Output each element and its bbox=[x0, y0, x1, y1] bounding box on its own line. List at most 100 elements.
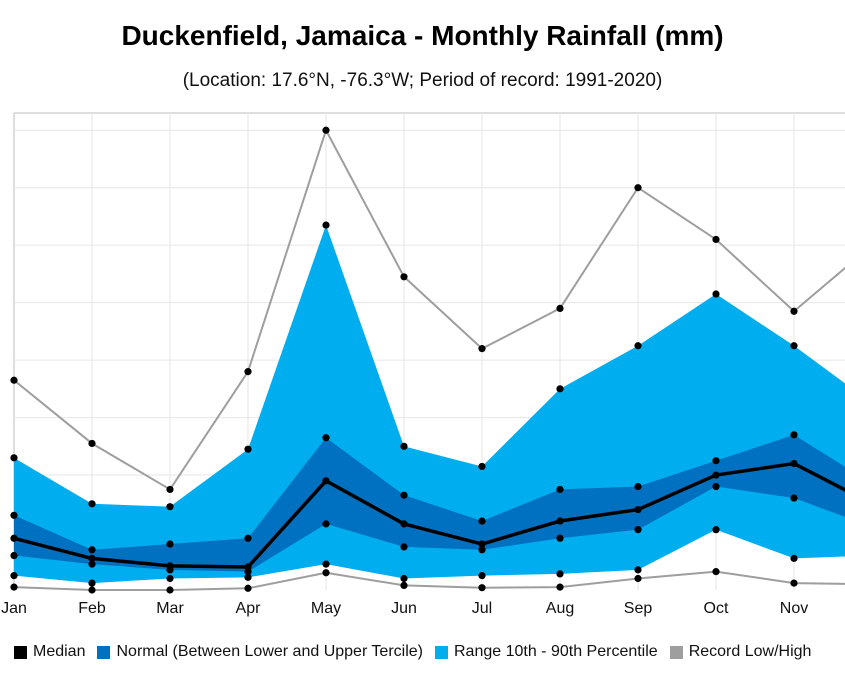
point-upper-tercile-nov bbox=[790, 431, 798, 439]
point-upper-tercile-feb bbox=[88, 546, 96, 554]
point-lower-tercile-jun bbox=[400, 543, 408, 551]
point-upper-tercile-aug bbox=[556, 485, 564, 494]
legend-label-range: Range 10th - 90th Percentile bbox=[454, 643, 658, 660]
legend-item-record: Record Low/High bbox=[669, 643, 812, 661]
point-upper-tercile-jul bbox=[478, 517, 486, 525]
x-tick-label-aug: Aug bbox=[546, 600, 574, 617]
point-upper-tercile-oct bbox=[712, 457, 720, 465]
line-median bbox=[13, 461, 845, 569]
point-p10-oct bbox=[712, 526, 720, 534]
legend-label-normal: Normal (Between Lower and Upper Tercile) bbox=[116, 643, 423, 660]
point-record-high-feb bbox=[88, 439, 96, 448]
legend-item-normal: Normal (Between Lower and Upper Tercile) bbox=[97, 643, 423, 661]
legend-swatch-record bbox=[669, 645, 683, 659]
point-median-jul bbox=[478, 540, 486, 548]
point-lower-tercile-feb bbox=[88, 560, 96, 568]
point-lower-tercile-sep bbox=[634, 526, 642, 534]
x-tick-label-jul: Jul bbox=[472, 600, 492, 617]
chart-title: Duckenfield, Jamaica - Monthly Rainfall … bbox=[121, 20, 724, 51]
point-record-high-jul bbox=[478, 345, 486, 353]
point-p10-may bbox=[322, 560, 330, 568]
point-record-low-sep bbox=[634, 574, 642, 583]
point-p10-sep bbox=[634, 566, 642, 574]
point-record-high-jan bbox=[10, 376, 18, 384]
point-lower-tercile-oct bbox=[712, 482, 720, 491]
point-median-jun bbox=[400, 520, 408, 528]
legend-swatch-range bbox=[435, 645, 448, 659]
point-p90-jul bbox=[478, 462, 486, 471]
point-upper-tercile-jun bbox=[400, 491, 408, 499]
point-median-jan bbox=[10, 534, 18, 542]
legend-swatch-median bbox=[14, 645, 27, 659]
point-record-high-may bbox=[322, 126, 330, 134]
point-upper-tercile-apr bbox=[244, 534, 252, 542]
point-p10-jul bbox=[478, 572, 486, 580]
point-record-high-mar bbox=[166, 485, 174, 494]
point-record-low-feb bbox=[88, 586, 96, 594]
x-tick-label-feb: Feb bbox=[78, 600, 106, 617]
point-record-low-oct bbox=[712, 568, 720, 576]
point-p10-jun bbox=[400, 574, 408, 583]
point-lower-tercile-may bbox=[322, 520, 330, 528]
point-p10-mar bbox=[166, 574, 174, 583]
point-record-high-oct bbox=[712, 235, 720, 244]
point-lower-tercile-nov bbox=[790, 494, 798, 502]
point-p90-oct bbox=[712, 290, 720, 298]
point-upper-tercile-mar bbox=[166, 540, 174, 548]
point-p10-apr bbox=[244, 573, 252, 581]
x-tick-label-may: May bbox=[311, 600, 341, 617]
chart-subtitle: (Location: 17.6°N, -76.3°W; Period of re… bbox=[182, 70, 663, 91]
point-lower-tercile-jan bbox=[10, 551, 18, 560]
point-p90-sep bbox=[634, 342, 642, 350]
point-p10-aug bbox=[556, 570, 564, 578]
point-record-high-aug bbox=[556, 304, 564, 312]
point-p90-feb bbox=[88, 500, 96, 508]
point-upper-tercile-sep bbox=[634, 482, 642, 491]
x-tick-label-sep: Sep bbox=[624, 600, 653, 617]
point-p90-mar bbox=[166, 503, 174, 511]
point-median-aug bbox=[556, 517, 564, 525]
point-record-high-nov bbox=[790, 307, 798, 315]
x-tick-label-apr: Apr bbox=[236, 600, 262, 617]
point-p10-jan bbox=[10, 572, 18, 580]
x-tick-label-mar: Mar bbox=[156, 600, 184, 617]
x-tick-label-oct: Oct bbox=[704, 600, 729, 617]
point-median-oct bbox=[712, 471, 720, 479]
point-record-low-nov bbox=[790, 579, 798, 587]
point-p10-nov bbox=[790, 554, 798, 562]
x-tick-label-jan: Jan bbox=[1, 600, 27, 617]
x-tick-label-jun: Jun bbox=[391, 600, 417, 617]
point-lower-tercile-mar bbox=[166, 566, 174, 574]
point-record-low-may bbox=[322, 569, 330, 577]
legend-label-record: Record Low/High bbox=[688, 643, 812, 660]
point-record-low-jun bbox=[400, 581, 408, 590]
point-upper-tercile-jan bbox=[10, 511, 18, 519]
legend-item-range: Range 10th - 90th Percentile bbox=[435, 643, 658, 661]
point-p90-apr bbox=[244, 445, 252, 453]
point-p90-may bbox=[322, 221, 330, 229]
point-median-sep bbox=[634, 505, 642, 514]
point-p90-aug bbox=[556, 385, 564, 393]
point-lower-tercile-aug bbox=[556, 534, 564, 542]
point-p90-jan bbox=[10, 454, 18, 462]
point-record-low-apr bbox=[244, 584, 252, 592]
legend: Median Normal (Between Lower and Upper T… bbox=[14, 641, 823, 663]
point-record-high-sep bbox=[634, 184, 642, 192]
legend-swatch-normal bbox=[97, 645, 111, 659]
point-p90-jun bbox=[400, 442, 408, 450]
point-lower-tercile-jul bbox=[478, 546, 486, 554]
point-record-high-apr bbox=[244, 368, 252, 376]
point-record-low-jul bbox=[478, 584, 486, 592]
point-median-nov bbox=[790, 459, 798, 468]
point-lower-tercile-apr bbox=[244, 568, 252, 576]
x-tick-label-nov: Nov bbox=[780, 600, 808, 617]
point-upper-tercile-may bbox=[322, 434, 330, 442]
legend-item-median: Median bbox=[14, 643, 85, 661]
point-median-feb bbox=[88, 554, 96, 562]
point-p10-feb bbox=[88, 579, 96, 587]
point-record-low-jan bbox=[10, 583, 18, 591]
point-median-may bbox=[322, 477, 330, 485]
point-p90-nov bbox=[790, 342, 798, 350]
point-record-low-mar bbox=[166, 586, 174, 594]
